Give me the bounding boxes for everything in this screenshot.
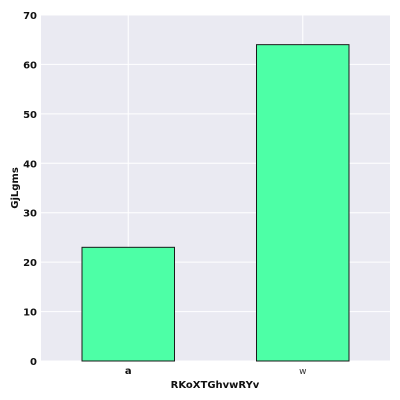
y-tick-label: 40 [23, 159, 37, 170]
y-tick-label: 50 [23, 110, 37, 121]
y-tick-label: 10 [23, 308, 37, 319]
y-axis-ticks: 0 10 20 30 40 50 60 70 [23, 11, 37, 368]
y-tick-label: 30 [23, 209, 37, 220]
y-tick-label: 0 [30, 357, 37, 368]
y-tick-label: 60 [23, 60, 37, 71]
y-axis-label: GjLgms [10, 167, 21, 209]
y-tick-label: 70 [23, 11, 37, 22]
bar-a [81, 246, 175, 362]
x-axis-label: RKoXTGhvwRYv [171, 380, 260, 391]
bars [81, 44, 350, 362]
bar-w [256, 44, 350, 362]
x-tick-label: w [299, 367, 306, 377]
x-tick-label: a [125, 366, 132, 377]
y-tick-label: 20 [23, 258, 37, 269]
